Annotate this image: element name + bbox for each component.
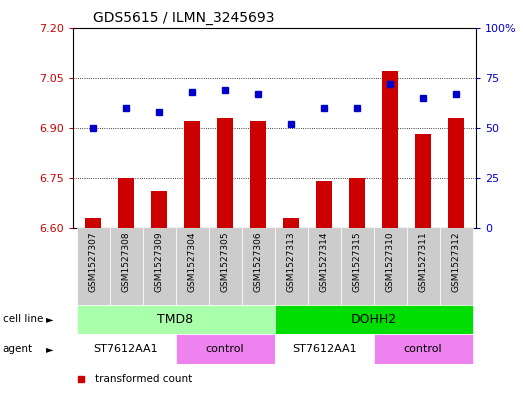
- Text: GSM1527306: GSM1527306: [254, 232, 263, 292]
- Text: GSM1527307: GSM1527307: [88, 232, 97, 292]
- Bar: [209, 228, 242, 305]
- Bar: [448, 118, 464, 228]
- Text: GSM1527309: GSM1527309: [154, 232, 164, 292]
- Text: GSM1527312: GSM1527312: [452, 232, 461, 292]
- Text: DOHH2: DOHH2: [350, 313, 396, 326]
- Bar: [217, 118, 233, 228]
- Text: GSM1527308: GSM1527308: [121, 232, 131, 292]
- Bar: [406, 228, 440, 305]
- Text: GSM1527310: GSM1527310: [385, 232, 395, 292]
- Bar: [275, 305, 473, 334]
- Bar: [440, 228, 473, 305]
- Text: GSM1527311: GSM1527311: [418, 232, 428, 292]
- Text: GSM1527304: GSM1527304: [188, 232, 197, 292]
- Text: GSM1527314: GSM1527314: [320, 232, 328, 292]
- Text: cell line: cell line: [3, 314, 43, 324]
- Bar: [85, 218, 101, 228]
- Bar: [184, 121, 200, 228]
- Text: control: control: [404, 344, 442, 354]
- Text: ST7612AA1: ST7612AA1: [94, 344, 158, 354]
- Bar: [76, 334, 176, 364]
- Bar: [143, 228, 176, 305]
- Bar: [76, 228, 109, 305]
- Text: GSM1527315: GSM1527315: [353, 232, 361, 292]
- Bar: [308, 228, 340, 305]
- Bar: [316, 181, 332, 228]
- Bar: [118, 178, 134, 228]
- Bar: [373, 228, 406, 305]
- Bar: [242, 228, 275, 305]
- Bar: [349, 178, 366, 228]
- Bar: [373, 334, 473, 364]
- Bar: [151, 191, 167, 228]
- Bar: [176, 228, 209, 305]
- Bar: [340, 228, 373, 305]
- Text: agent: agent: [3, 344, 33, 354]
- Bar: [176, 334, 275, 364]
- Bar: [109, 228, 143, 305]
- Bar: [76, 305, 275, 334]
- Text: control: control: [206, 344, 244, 354]
- Text: ►: ►: [46, 314, 53, 324]
- Text: ST7612AA1: ST7612AA1: [292, 344, 356, 354]
- Text: TMD8: TMD8: [157, 313, 194, 326]
- Bar: [275, 334, 373, 364]
- Bar: [275, 228, 308, 305]
- Text: GSM1527305: GSM1527305: [221, 232, 230, 292]
- Bar: [250, 121, 266, 228]
- Text: GSM1527313: GSM1527313: [287, 232, 295, 292]
- Bar: [283, 218, 299, 228]
- Text: ►: ►: [46, 344, 53, 354]
- Text: GDS5615 / ILMN_3245693: GDS5615 / ILMN_3245693: [93, 11, 275, 25]
- Bar: [415, 134, 431, 228]
- Text: transformed count: transformed count: [95, 374, 192, 384]
- Bar: [382, 71, 399, 228]
